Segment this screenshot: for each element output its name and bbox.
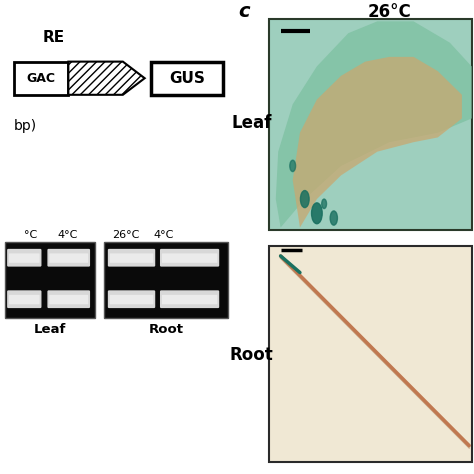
- Text: 26°C: 26°C: [112, 229, 139, 240]
- FancyBboxPatch shape: [47, 290, 90, 308]
- FancyBboxPatch shape: [160, 290, 219, 308]
- FancyBboxPatch shape: [9, 295, 39, 304]
- FancyBboxPatch shape: [162, 254, 217, 263]
- Text: bp): bp): [14, 118, 37, 133]
- Text: RE: RE: [42, 30, 64, 46]
- Polygon shape: [276, 21, 472, 228]
- FancyBboxPatch shape: [108, 290, 155, 308]
- FancyBboxPatch shape: [7, 290, 42, 308]
- Text: Root: Root: [230, 346, 273, 365]
- Text: GAC: GAC: [27, 72, 55, 85]
- FancyBboxPatch shape: [47, 249, 90, 266]
- FancyBboxPatch shape: [108, 249, 155, 266]
- Circle shape: [290, 160, 296, 172]
- Bar: [14, 62, 68, 95]
- Polygon shape: [292, 57, 462, 228]
- Text: °C: °C: [24, 229, 37, 240]
- Polygon shape: [68, 62, 145, 95]
- FancyBboxPatch shape: [49, 295, 88, 304]
- Text: c: c: [238, 2, 250, 21]
- Text: Root: Root: [148, 323, 183, 336]
- Circle shape: [322, 199, 327, 209]
- FancyBboxPatch shape: [162, 295, 217, 304]
- Bar: [5, 242, 95, 318]
- Bar: [151, 62, 223, 95]
- Circle shape: [330, 211, 337, 225]
- FancyBboxPatch shape: [110, 295, 153, 304]
- FancyBboxPatch shape: [110, 254, 153, 263]
- Text: 4°C: 4°C: [57, 229, 78, 240]
- Circle shape: [311, 203, 322, 224]
- Text: Leaf: Leaf: [231, 114, 272, 132]
- FancyBboxPatch shape: [160, 249, 219, 266]
- FancyBboxPatch shape: [49, 254, 88, 263]
- FancyBboxPatch shape: [7, 249, 42, 266]
- FancyBboxPatch shape: [9, 254, 39, 263]
- Circle shape: [301, 191, 309, 208]
- Bar: [104, 242, 228, 318]
- Text: GUS: GUS: [169, 71, 205, 86]
- Text: Leaf: Leaf: [34, 323, 66, 336]
- Text: 26°C: 26°C: [367, 3, 411, 21]
- Text: 4°C: 4°C: [154, 229, 173, 240]
- Bar: [268, 19, 472, 230]
- Bar: [268, 246, 472, 462]
